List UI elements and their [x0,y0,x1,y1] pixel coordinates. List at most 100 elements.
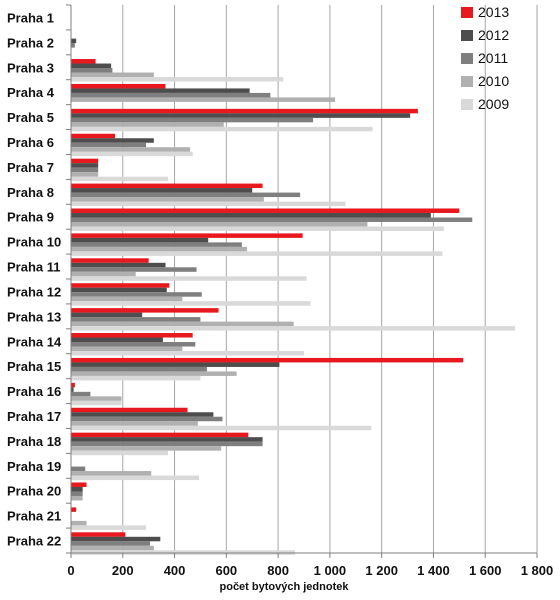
bar-2011-praha-22 [71,541,150,546]
category-label: Praha 20 [7,484,61,499]
x-tick-label: 800 [267,563,289,578]
bar-2011-praha-14 [71,342,196,347]
x-axis-title: počet bytových jednotek [220,581,350,593]
x-tick-label: 1 200 [365,563,398,578]
bar-2011-praha-16 [71,391,91,397]
x-tick-label: 400 [164,563,186,578]
category-label: Praha 21 [7,509,61,524]
bar-2011-praha-12 [71,292,202,297]
bar-2009-praha-7 [71,176,169,182]
bar-2010-praha-10 [71,246,248,252]
category-label: Praha 7 [7,160,54,175]
category-label: Praha 1 [7,10,54,25]
legend-swatch-2013 [461,7,473,18]
bar-2010-praha-6 [71,147,191,152]
bar-2011-praha-9 [71,217,473,222]
bar-2010-praha-15 [71,371,237,376]
bar-2010-praha-11 [71,271,136,277]
bar-2010-praha-16 [71,396,122,401]
bar-2011-praha-15 [71,366,207,372]
bar-2012-praha-5 [71,113,411,118]
bar-2009-praha-8 [71,201,346,207]
bar-2013-praha-11 [71,258,149,263]
bar-2011-praha-5 [71,117,314,123]
bar-2011-praha-6 [71,142,147,148]
category-labels: Praha 1 Praha 2 Praha 3 Praha 4 Praha 5 Praha… [7,10,62,548]
bar-2009-praha-10 [71,251,443,256]
bar-2009-praha-14 [71,351,304,356]
legend-label-2012: 2012 [478,27,509,43]
bar-2013-praha-5 [71,108,418,114]
bar-2009-praha-12 [71,301,311,306]
bar-2009-praha-15 [71,375,201,381]
bar-2011-praha-18 [71,441,263,447]
bar-2012-praha-7 [71,163,99,168]
category-label: Praha 4 [7,85,55,100]
x-tick-label: 1 600 [469,563,502,578]
x-tick-label: 1 000 [314,563,347,578]
x-tick-label: 600 [215,563,237,578]
bar-2012-praha-13 [71,312,143,318]
bar-2010-praha-19 [71,471,152,476]
bar-2013-praha-4 [71,83,166,89]
bar-2012-praha-2 [71,38,77,44]
bar-2010-praha-14 [71,346,183,352]
bar-2012-praha-18 [71,437,263,442]
bar-2012-praha-6 [71,138,154,143]
bar-2010-praha-22 [71,545,154,551]
legend-swatch-2009 [461,99,473,110]
bar-2012-praha-15 [71,362,280,367]
bar-2013-praha-13 [71,308,219,313]
bar-2011-praha-3 [71,68,113,73]
bar-2010-praha-21 [71,520,87,526]
category-label: Praha 16 [7,384,61,399]
bar-2013-praha-15 [71,357,464,363]
bar-2010-praha-7 [71,172,99,177]
legend-swatch-2011 [461,53,473,64]
bar-2009-praha-19 [71,475,200,481]
bar-2009-praha-11 [71,276,307,281]
bar-2010-praha-4 [71,97,336,102]
legend-label-2011: 2011 [478,50,508,66]
legend-swatch-2012 [461,30,473,41]
category-label: Praha 17 [7,409,61,424]
bar-2012-praha-20 [71,486,83,492]
bar-2013-praha-7 [71,158,99,164]
category-label: Praha 6 [7,135,54,150]
bar-2009-praha-16 [71,400,122,406]
bar-2011-praha-4 [71,92,271,98]
bar-2011-praha-20 [71,491,83,496]
legend-swatch-2010 [461,76,473,87]
bar-2011-praha-7 [71,167,99,173]
legend: 2013 2012 2011 2010 2009 [461,4,509,112]
bar-2013-praha-14 [71,333,193,338]
bar-2013-praha-10 [71,233,303,238]
x-tick-label: 0 [67,563,74,578]
bar-2012-praha-12 [71,287,167,293]
bar-2010-praha-17 [71,421,198,426]
bar-2012-praha-22 [71,536,161,542]
category-label: Praha 3 [7,60,54,75]
x-tick-label: 200 [112,563,134,578]
bar-2013-praha-22 [71,532,126,537]
bar-2011-praha-8 [71,192,301,198]
bar-2011-praha-17 [71,416,223,422]
bar-2010-praha-12 [71,296,183,302]
bar-2012-praha-10 [71,237,209,243]
bar-2012-praha-4 [71,88,250,93]
bar-2012-praha-14 [71,337,163,343]
bar-2010-praha-9 [71,221,368,227]
bar-2011-praha-13 [71,317,201,322]
bar-2010-praha-5 [71,122,224,127]
y-axis [66,4,538,558]
bar-2013-praha-17 [71,407,188,413]
bar-2011-praha-11 [71,267,197,272]
category-label: Praha 12 [7,284,61,299]
bar-2009-praha-18 [71,450,169,456]
bar-2013-praha-3 [71,59,96,64]
x-tick-label: 1 400 [417,563,450,578]
bar-2013-praha-6 [71,133,116,139]
category-label: Praha 11 [7,260,61,275]
